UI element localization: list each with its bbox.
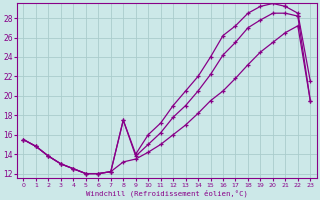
X-axis label: Windchill (Refroidissement éolien,°C): Windchill (Refroidissement éolien,°C): [86, 189, 248, 197]
